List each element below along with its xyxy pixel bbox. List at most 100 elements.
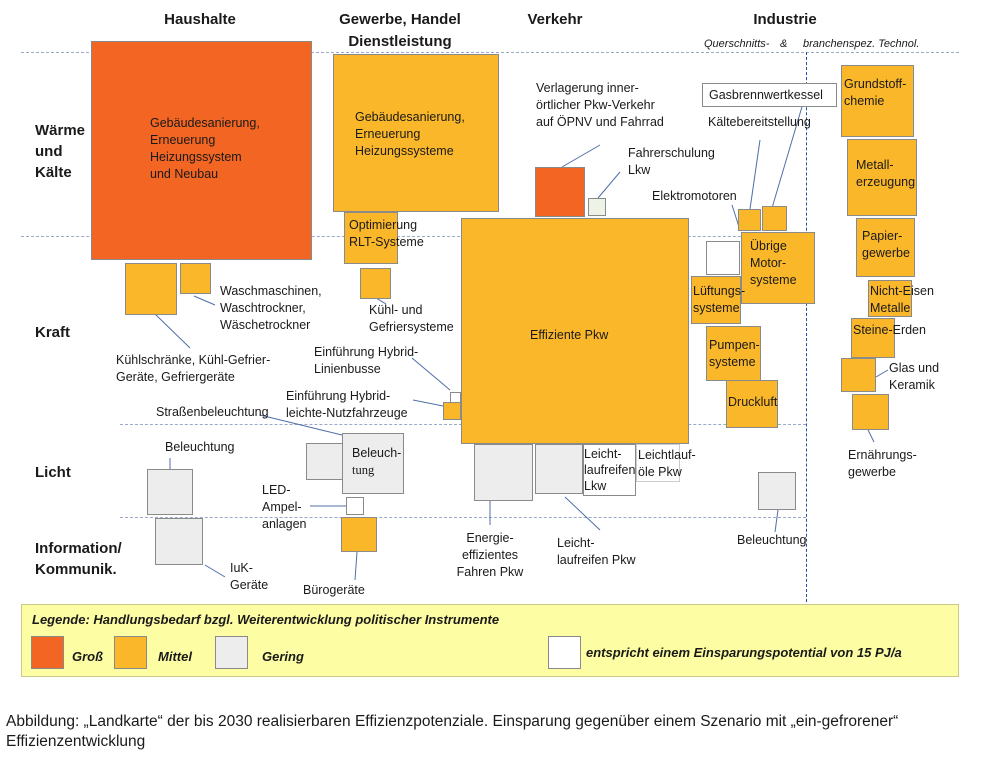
- box-leicht-pkw: [535, 444, 583, 494]
- box-ind-beleuchtung: [758, 472, 796, 510]
- box-motorsysteme: Übrige Motor- systeme: [741, 232, 815, 304]
- label-line: Glas und: [889, 361, 940, 375]
- box-text-line: systeme: [693, 301, 740, 315]
- box-led-ampel: [346, 497, 364, 515]
- legend-mittel: Mittel: [158, 649, 192, 664]
- box-ghd-gebaeudesanierung-text: Gebäudesanierung, Erneuerung Heizungssys…: [355, 109, 465, 160]
- col-verkehr: Verkehr: [527, 11, 583, 28]
- col-haushalte: Haushalte: [164, 11, 236, 28]
- box-text-line: erzeugung: [856, 175, 916, 189]
- label-line: Waschmaschinen,: [220, 284, 322, 298]
- box-motorsysteme-text: Übrige Motor- systeme: [750, 238, 797, 289]
- label-fahrerschulung: Fahrerschulung Lkw: [628, 145, 715, 179]
- label-beleuchtung-hh: Beleuchtung: [165, 440, 235, 454]
- legend-gering: Gering: [262, 649, 304, 664]
- box-text-line: Nicht-Eisen: [870, 284, 934, 298]
- box-metallerzeugung-text: Metall- erzeugung: [856, 157, 915, 191]
- box-hh-kuehl: [125, 263, 177, 315]
- label-hybrid-nfz: Einführung Hybrid- leichte-Nutzfahrzeuge: [286, 388, 408, 422]
- label-line: Einführung Hybrid-: [314, 345, 419, 359]
- legend-title: Legende: Handlungsbedarf bzgl. Weiterent…: [32, 612, 500, 627]
- box-effiziente-pkw-text: Effiziente Pkw: [530, 328, 609, 342]
- box-hybrid-nfz: [443, 402, 461, 420]
- box-steine-erden: Steine-Erden: [851, 318, 926, 358]
- box-text-line: und Neubau: [150, 167, 219, 181]
- box-text-line: Papier-: [862, 229, 903, 243]
- col-industrie-sub-1: Querschnitts-: [704, 38, 770, 50]
- label-line: örtlicher Pkw-Verkehr: [536, 98, 655, 112]
- box-kaelte-1: [738, 209, 761, 231]
- box-druckluft: Druckluft: [726, 380, 778, 428]
- figure-caption: Abbildung: „Landkarte“ der bis 2030 real…: [6, 713, 899, 750]
- label-line: Gefriersysteme: [369, 320, 454, 334]
- label-iuk: IuK- Geräte: [230, 560, 268, 594]
- box-text-line: laufreifen: [584, 463, 636, 477]
- box-ernaehrung: [852, 394, 889, 430]
- box-text-line: Grundstoff-: [844, 77, 907, 91]
- box-text-line: gewerbe: [862, 246, 910, 260]
- box-buerogeraete: [341, 517, 377, 552]
- box-leicht-oele: [636, 444, 680, 482]
- box-text-line: Übrige: [750, 239, 787, 253]
- label-line: Linienbusse: [314, 362, 381, 376]
- box-text-line: Pumpen-: [709, 338, 760, 352]
- label-line: Leicht-: [557, 536, 595, 550]
- label-led: LED- Ampel- anlagen: [262, 482, 307, 533]
- box-led-small: [306, 443, 343, 480]
- legend-gross: Groß: [72, 649, 104, 664]
- legend: Legende: Handlungsbedarf bzgl. Weiterent…: [21, 604, 959, 677]
- label-line: Geräte: [230, 578, 269, 592]
- col-industrie-sub-3: branchenspez. Technol.: [803, 38, 920, 50]
- box-text-line: Lüftungs-: [693, 284, 746, 298]
- row-waerme-line-1: Wärme: [35, 122, 86, 139]
- label-line: Fahrerschulung: [628, 146, 715, 160]
- label-elektromotoren: Elektromotoren: [652, 189, 737, 203]
- label-line: gewerbe: [848, 465, 896, 479]
- label-line: öle Pkw: [638, 465, 682, 479]
- box-ne-metalle-text: Nicht-Eisen Metalle: [870, 283, 934, 317]
- box-grundstoffchemie-text: Grundstoff- chemie: [844, 76, 906, 110]
- box-text-line: Lkw: [584, 479, 607, 493]
- label-strassenbeleuchtung: Straßenbeleuchtung: [156, 405, 269, 419]
- box-hh-beleuchtung: [147, 469, 193, 515]
- label-line: anlagen: [262, 517, 307, 531]
- label-line: Ernährungs-: [848, 448, 917, 462]
- box-hh-wasch: [180, 263, 211, 294]
- label-hybrid-bus: Einführung Hybrid- Linienbusse: [314, 344, 418, 378]
- box-pumpen-text: Pumpen- systeme: [709, 337, 760, 371]
- box-text-line: systeme: [750, 273, 797, 287]
- grid-line-industrie-divider: [806, 52, 807, 602]
- label-energie-fahren: Energie- effizientes Fahren Pkw: [448, 530, 532, 581]
- box-text-line: Optimierung: [349, 218, 418, 232]
- legend-swatch-gross: [31, 636, 64, 669]
- box-text-line: tung: [352, 463, 375, 477]
- legend-swatch-mittel: [114, 636, 147, 669]
- box-grundstoffchemie: Grundstoff- chemie: [841, 65, 914, 137]
- label-wasch: Waschmaschinen, Waschtrockner, Wäschetro…: [220, 283, 322, 334]
- box-druckluft-text: Druckluft: [728, 395, 778, 409]
- box-kaelte-2: [762, 206, 787, 231]
- box-energie-fahren: [474, 444, 533, 501]
- col-gewerbe-2: Dienstleistung: [348, 33, 452, 50]
- box-text-line: Beleuch-: [352, 446, 402, 460]
- label-kuehl-ghd: Kühl- und Gefriersysteme: [369, 302, 454, 336]
- row-waerme: Wärme und Kälte: [35, 120, 85, 183]
- label-line: effizientes: [461, 548, 519, 562]
- box-ne-metalle: Nicht-Eisen Metalle: [868, 280, 934, 317]
- box-ghd-kuehl: [360, 268, 391, 299]
- box-ghd-rlt-text: Optimierung RLT-Systeme: [349, 217, 424, 251]
- label-leicht-pkw: Leicht- laufreifen Pkw: [557, 535, 636, 569]
- label-line: Keramik: [889, 378, 935, 392]
- label-line: laufreifen Pkw: [557, 553, 636, 567]
- col-gewerbe-1: Gewerbe, Handel: [339, 11, 461, 28]
- box-ghd-rlt: Optimierung RLT-Systeme: [344, 212, 424, 264]
- legend-swatch-scale: [548, 636, 581, 669]
- label-line: leichte-Nutzfahrzeuge: [286, 406, 408, 420]
- box-hh-gebaeudesanierung-text: Gebäudesanierung, Erneuerung Heizungssys…: [150, 115, 260, 183]
- box-text-line: Motor-: [750, 256, 787, 270]
- label-line: LED-: [262, 483, 291, 497]
- box-leicht-lkw-text: Leicht- laufreifen Lkw: [584, 446, 635, 494]
- box-text-line: Erneuerung: [355, 127, 421, 141]
